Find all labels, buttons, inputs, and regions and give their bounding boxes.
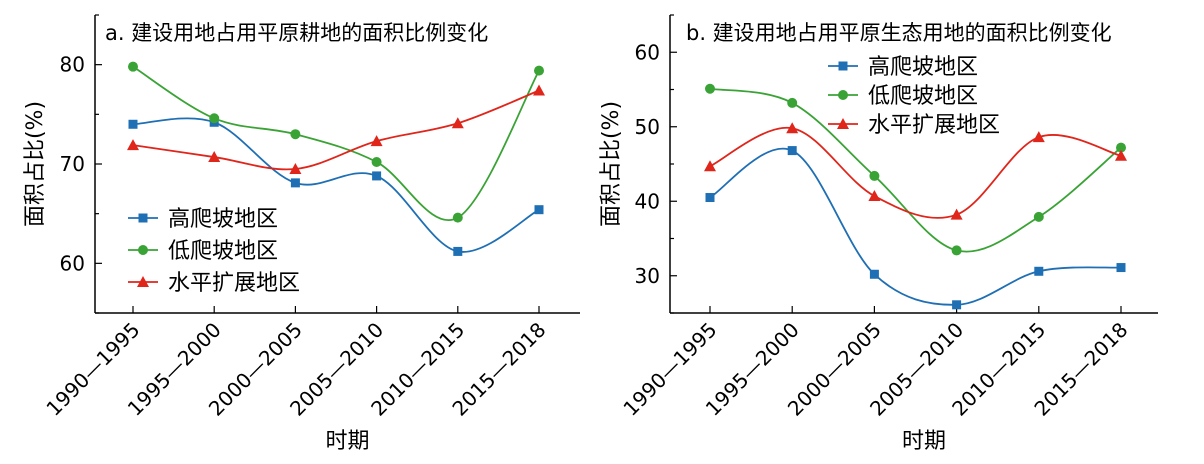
series-1 <box>128 117 544 256</box>
data-point <box>290 129 301 140</box>
data-point <box>786 122 799 134</box>
data-point <box>950 208 963 220</box>
legend-label: 低爬坡地区 <box>868 84 978 109</box>
chart-title: a. 建设用地占用平原耕地的面积比例变化 <box>105 21 488 45</box>
legend-label: 水平扩展地区 <box>868 113 1000 138</box>
legend-marker <box>138 213 148 223</box>
series-line <box>132 89 540 171</box>
data-point <box>1034 266 1044 276</box>
data-point <box>704 160 716 172</box>
y-tick-label: 40 <box>635 189 660 213</box>
y-tick-label: 60 <box>635 40 660 64</box>
y-tick-label: 60 <box>60 251 85 275</box>
data-point <box>453 246 463 256</box>
legend-label: 高爬坡地区 <box>168 207 278 232</box>
y-tick-label: 30 <box>635 264 660 288</box>
legend-marker <box>138 245 148 255</box>
data-point <box>1116 142 1126 153</box>
data-point <box>290 178 300 188</box>
data-point <box>208 151 221 163</box>
data-point <box>1115 149 1127 161</box>
y-tick-label: 70 <box>60 152 85 176</box>
data-point <box>128 61 138 72</box>
data-point <box>370 135 383 147</box>
data-point <box>372 171 382 181</box>
series-2 <box>705 83 1126 256</box>
data-point <box>869 170 880 181</box>
series-line <box>132 65 540 221</box>
legend-marker <box>837 118 849 129</box>
data-point <box>534 205 544 215</box>
series-2 <box>128 61 544 223</box>
data-point <box>128 119 138 129</box>
chart-panel-2: 304050601990—19951995—20002000—20052005—… <box>599 14 1158 454</box>
legend-marker <box>838 90 848 100</box>
data-point <box>534 65 544 76</box>
data-point <box>533 84 545 96</box>
data-point <box>209 113 220 124</box>
legend-label: 低爬坡地区 <box>168 239 278 264</box>
data-point <box>952 300 962 310</box>
y-axis-label: 面积占比(%) <box>599 101 624 227</box>
series-line <box>709 147 1122 306</box>
data-point <box>705 193 715 203</box>
data-point <box>1033 211 1044 222</box>
data-point <box>787 97 798 108</box>
y-tick-label: 50 <box>635 115 660 139</box>
legend-marker <box>838 61 848 71</box>
data-point <box>289 162 302 174</box>
data-point <box>951 245 962 256</box>
data-point <box>787 146 797 156</box>
series-line <box>709 127 1122 219</box>
data-point <box>705 83 715 94</box>
legend-label: 水平扩展地区 <box>168 271 300 296</box>
data-point <box>371 157 382 168</box>
x-axis-label: 时期 <box>325 429 369 454</box>
y-axis-label: 面积占比(%) <box>23 101 48 227</box>
series-3 <box>127 84 545 174</box>
data-point <box>868 190 881 202</box>
data-point <box>451 117 464 129</box>
series-3 <box>704 122 1127 220</box>
chart-title: b. 建设用地占用平原生态用地的面积比例变化 <box>686 21 1112 45</box>
data-point <box>869 269 879 279</box>
series-1 <box>705 146 1126 310</box>
y-tick-label: 80 <box>60 53 85 77</box>
x-axis-label: 时期 <box>902 429 946 454</box>
data-point <box>127 139 139 151</box>
legend-marker <box>137 276 149 287</box>
data-point <box>1032 131 1045 143</box>
data-point <box>452 212 463 223</box>
data-point <box>1116 263 1126 273</box>
chart-panel-1: 6070801990—19951995—20002000—20052005—20… <box>23 14 580 454</box>
legend-label: 高爬坡地区 <box>868 55 978 80</box>
